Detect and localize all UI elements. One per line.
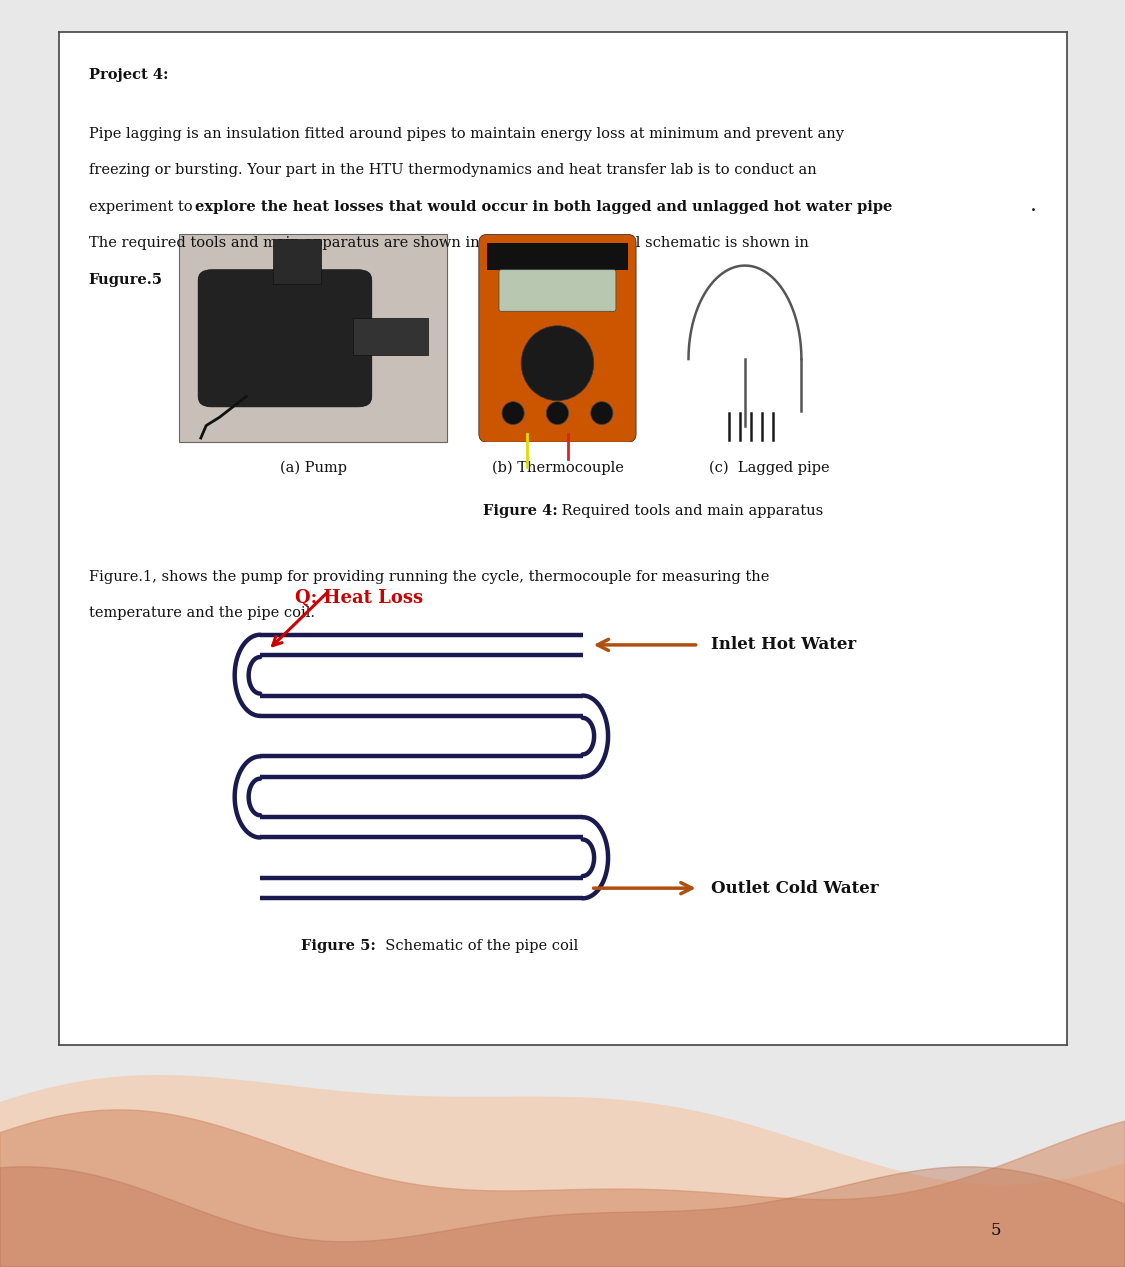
Text: (c)  Lagged pipe: (c) Lagged pipe	[709, 460, 829, 475]
Text: .: .	[154, 272, 159, 286]
Text: .: .	[1032, 199, 1036, 214]
Text: Figure 5:: Figure 5:	[302, 939, 376, 953]
Bar	[273, 238, 321, 284]
FancyBboxPatch shape	[500, 270, 615, 312]
Text: and general schematic is shown in: and general schematic is shown in	[548, 236, 809, 250]
Text: 5: 5	[990, 1223, 1001, 1239]
Circle shape	[547, 402, 568, 424]
Text: freezing or bursting. Your part in the HTU thermodynamics and heat transfer lab : freezing or bursting. Your part in the H…	[89, 163, 817, 177]
FancyBboxPatch shape	[180, 234, 447, 442]
Text: (a) Pump: (a) Pump	[279, 460, 346, 475]
Text: Q: Heat Loss: Q: Heat Loss	[296, 589, 423, 607]
Text: experiment to: experiment to	[89, 199, 197, 214]
FancyBboxPatch shape	[198, 270, 371, 407]
Bar	[353, 318, 428, 355]
Text: Pipe lagging is an insulation fitted around pipes to maintain energy loss at min: Pipe lagging is an insulation fitted aro…	[89, 127, 844, 141]
Text: temperature and the pipe coil.: temperature and the pipe coil.	[89, 607, 315, 621]
Circle shape	[502, 402, 524, 424]
Text: Fugure.5: Fugure.5	[89, 272, 163, 286]
Text: (b) Thermocouple: (b) Thermocouple	[492, 460, 623, 475]
Text: Required tools and main apparatus: Required tools and main apparatus	[558, 504, 824, 518]
Text: Figure.1, shows the pump for providing running the cycle, thermocouple for measu: Figure.1, shows the pump for providing r…	[89, 570, 770, 584]
Text: The required tools and main apparatus are shown in: The required tools and main apparatus ar…	[89, 236, 484, 250]
FancyBboxPatch shape	[479, 234, 636, 442]
Circle shape	[591, 402, 613, 424]
Text: Figure.4: Figure.4	[487, 236, 556, 250]
Text: Schematic of the pipe coil: Schematic of the pipe coil	[376, 939, 578, 953]
Circle shape	[521, 326, 594, 400]
Text: Figure 4:: Figure 4:	[483, 504, 558, 518]
Text: Project 4:: Project 4:	[89, 68, 169, 82]
Bar	[487, 243, 628, 270]
Text: Outlet Cold Water: Outlet Cold Water	[711, 879, 879, 897]
Text: explore the heat losses that would occur in both lagged and unlagged hot water p: explore the heat losses that would occur…	[195, 199, 892, 214]
Text: Inlet Hot Water: Inlet Hot Water	[711, 636, 856, 654]
